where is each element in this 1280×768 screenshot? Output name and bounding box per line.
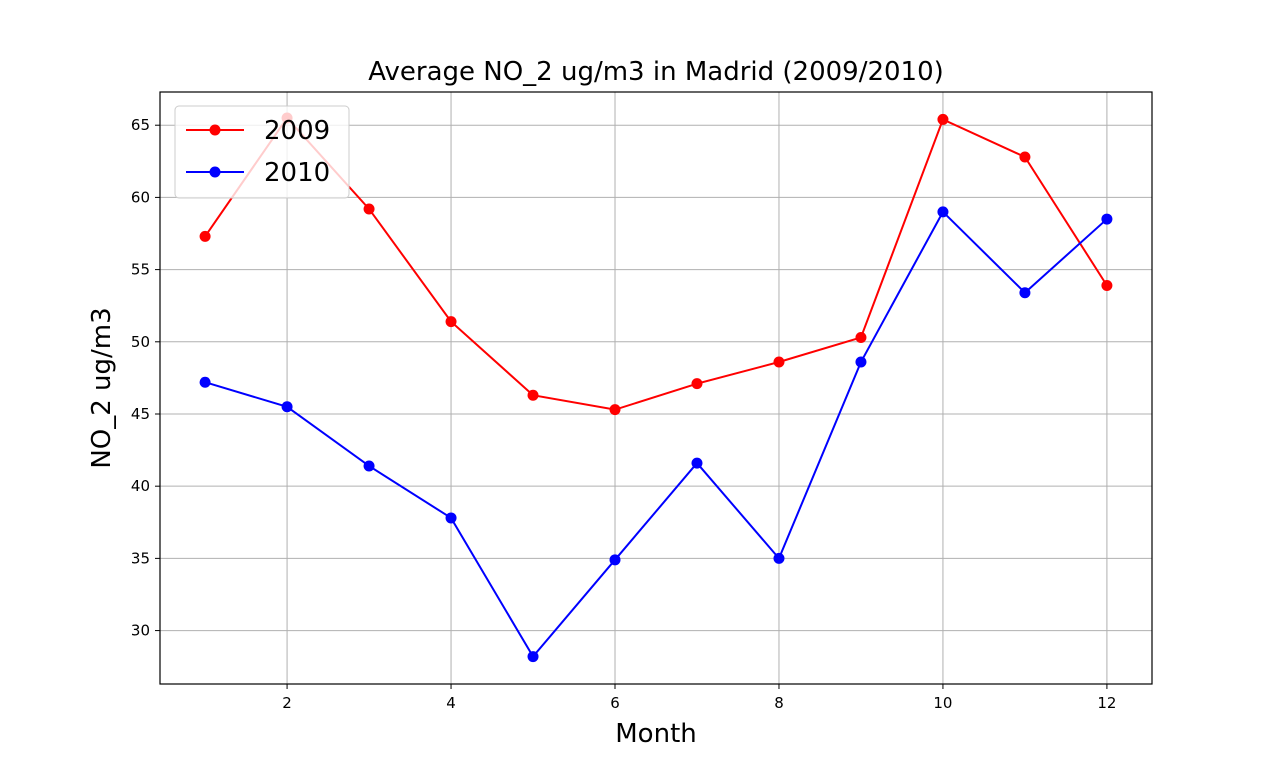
data-point-2009 <box>199 230 211 242</box>
y-tick-label: 30 <box>131 622 150 640</box>
y-tick-label: 40 <box>131 477 150 495</box>
data-point-2010 <box>609 554 621 566</box>
axis-ticks: 2 4 6 8 10 12 30 35 40 45 50 55 60 65 <box>131 116 1117 712</box>
data-point-2009 <box>527 389 539 401</box>
chart-title: Average NO_2 ug/m3 in Madrid (2009/2010) <box>368 57 944 87</box>
data-point-2009 <box>773 356 785 368</box>
data-point-2010 <box>363 460 375 472</box>
series-line-2009 <box>204 116 1108 411</box>
series-line-2010 <box>204 210 1108 659</box>
legend-marker-2009 <box>209 124 221 136</box>
x-axis-label: Month <box>615 719 697 749</box>
data-point-2010 <box>527 651 539 663</box>
data-point-2010 <box>445 512 457 524</box>
y-tick-label: 55 <box>131 261 150 279</box>
y-axis-label: NO_2 ug/m3 <box>87 307 117 468</box>
data-point-2009 <box>363 203 375 215</box>
x-tick-label: 6 <box>610 694 620 712</box>
x-tick-label: 4 <box>446 694 456 712</box>
data-point-2010 <box>773 552 785 564</box>
data-point-2010 <box>855 356 867 368</box>
legend: 2009 2010 <box>174 105 350 199</box>
data-point-2009 <box>445 316 457 328</box>
y-tick-label: 45 <box>131 405 150 423</box>
legend-label-2010: 2010 <box>264 158 330 188</box>
data-point-2010 <box>1101 213 1113 225</box>
y-tick-label: 65 <box>131 116 150 134</box>
data-point-2009 <box>1019 151 1031 163</box>
y-tick-label: 50 <box>131 333 150 351</box>
data-point-2009 <box>855 331 867 343</box>
plot-frame <box>159 91 1153 685</box>
y-tick-label: 60 <box>131 188 150 206</box>
x-tick-label: 10 <box>933 694 952 712</box>
legend-label-2009: 2009 <box>264 116 330 146</box>
data-point-2009 <box>1101 279 1113 291</box>
data-point-2010 <box>937 206 949 218</box>
data-point-2009 <box>609 404 621 416</box>
series-group <box>199 112 1113 663</box>
data-point-2010 <box>281 401 293 413</box>
x-tick-label: 8 <box>774 694 784 712</box>
data-point-2009 <box>691 378 703 390</box>
data-point-2010 <box>199 376 211 388</box>
x-tick-label: 2 <box>282 694 292 712</box>
y-tick-label: 35 <box>131 549 150 567</box>
x-tick-label: 12 <box>1097 694 1116 712</box>
data-point-2010 <box>691 457 703 469</box>
data-point-2010 <box>1019 287 1031 299</box>
grid-lines <box>160 92 1152 684</box>
data-point-2009 <box>937 113 949 125</box>
legend-marker-2010 <box>209 166 221 178</box>
